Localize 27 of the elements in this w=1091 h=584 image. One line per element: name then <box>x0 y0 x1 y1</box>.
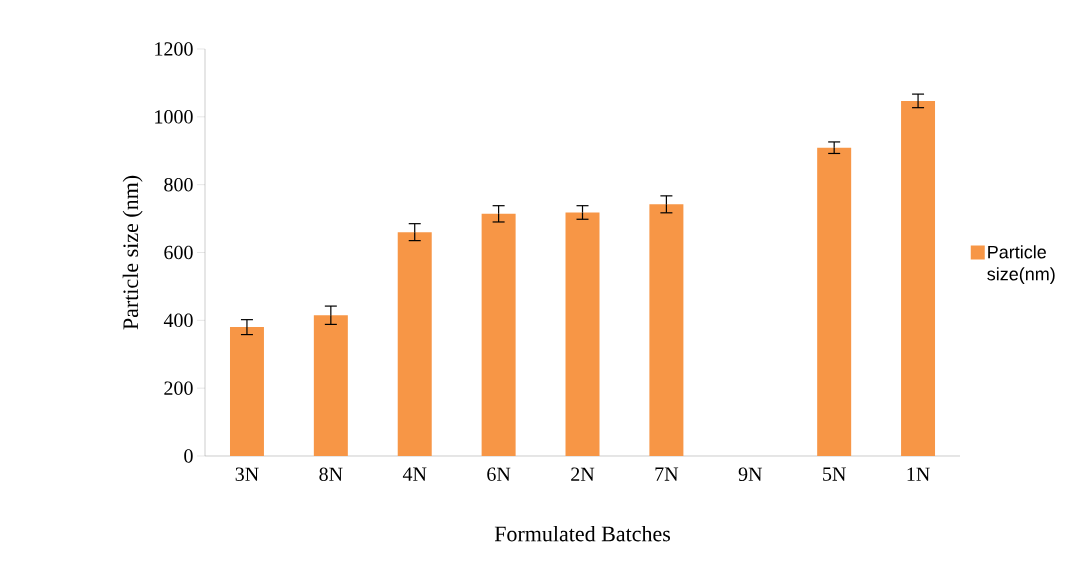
y-tick-label: 400 <box>163 313 193 328</box>
x-tick-label: 5N <box>823 467 846 481</box>
y-tick-label: 1000 <box>155 110 193 124</box>
x-tick-label: 1N <box>907 467 930 481</box>
x-tick-label: 3N <box>235 467 259 481</box>
x-tick-label: 2N <box>571 467 595 481</box>
y-tick-label: 0 <box>184 449 193 463</box>
x-tick-label: 7N <box>655 467 679 481</box>
y-tick-label: 200 <box>164 381 193 395</box>
bar <box>817 147 852 456</box>
bar <box>397 232 432 456</box>
y-axis-title: Particle size (nm) <box>122 175 143 330</box>
bar <box>649 204 684 456</box>
bar <box>313 315 348 456</box>
x-axis-title: Formulated Batches <box>494 525 671 542</box>
bar <box>565 212 600 456</box>
x-tick-label: 4N <box>402 467 427 481</box>
legend-label: Particle size(nm) <box>987 245 1055 284</box>
bar <box>229 327 264 456</box>
y-tick-label: 600 <box>164 245 193 260</box>
y-tick-label: 800 <box>164 177 193 192</box>
y-tick-label: 1200 <box>155 42 193 56</box>
x-tick-label: 6N <box>487 467 511 481</box>
bar <box>481 213 516 456</box>
bar <box>901 100 936 456</box>
x-tick-label: 9N <box>738 467 763 481</box>
x-tick-label: 8N <box>319 467 343 482</box>
